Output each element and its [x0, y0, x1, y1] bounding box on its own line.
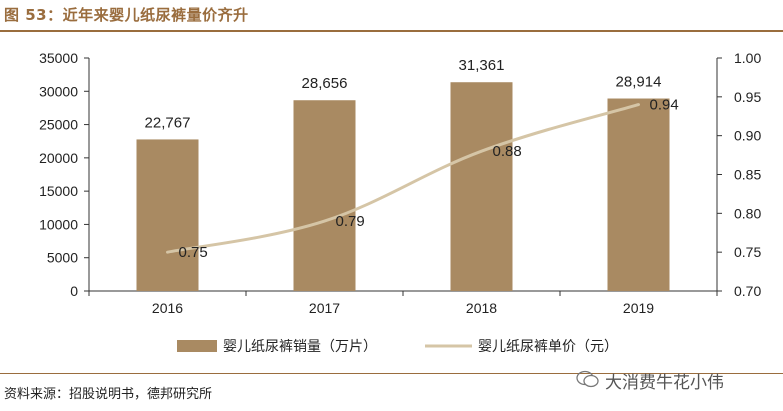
legend-line-label: 婴儿纸尿裤单价（元） — [478, 338, 618, 354]
right-tick-label: 0.70 — [734, 283, 761, 299]
bar-value-label: 31,361 — [459, 57, 505, 74]
bar-2018 — [450, 82, 513, 291]
bar-value-label: 28,914 — [616, 74, 662, 91]
bar-2016 — [136, 139, 199, 291]
price-value-label: 0.88 — [493, 143, 522, 160]
right-tick-label: 0.75 — [734, 244, 761, 260]
x-tick-label: 2018 — [466, 300, 497, 316]
price-value-label: 0.94 — [650, 97, 679, 114]
legend-bar-swatch — [177, 340, 217, 352]
right-tick-label: 0.95 — [734, 89, 761, 105]
watermark: 大消费牛花小伟 — [605, 373, 724, 393]
chart-canvas: 0 5000 10000 15000 20000 25000 30000 35000 0.70 0… — [39, 50, 761, 354]
bar-value-label: 28,656 — [302, 75, 348, 92]
price-value-label: 0.79 — [336, 213, 365, 230]
legend-bar-label: 婴儿纸尿裤销量（万片） — [223, 338, 377, 354]
bar-2017 — [293, 100, 356, 292]
x-tick-label: 2019 — [623, 300, 654, 316]
price-line — [166, 103, 640, 254]
x-tick-label: 2017 — [309, 300, 340, 316]
source-note: 资料来源：招股说明书，德邦研究所 — [4, 387, 213, 402]
bar-value-label: 22,767 — [145, 114, 191, 131]
left-tick-label: 25000 — [39, 117, 78, 133]
left-tick-label: 5000 — [47, 250, 78, 266]
left-tick-label: 30000 — [39, 83, 78, 99]
right-tick-label: 0.90 — [734, 128, 761, 144]
left-tick-label: 10000 — [39, 216, 78, 232]
left-tick-label: 0 — [70, 283, 78, 299]
bar-2019 — [607, 98, 670, 291]
title-rule — [0, 30, 783, 32]
left-tick-label: 20000 — [39, 150, 78, 166]
right-tick-label: 0.85 — [734, 167, 761, 183]
left-tick-label: 15000 — [39, 183, 78, 199]
x-tick-label: 2016 — [152, 300, 183, 316]
chart-title: 图 53：近年来婴儿纸尿裤量价齐升 — [4, 6, 249, 24]
right-tick-label: 1.00 — [734, 50, 761, 66]
wechat-icon — [576, 370, 599, 388]
right-tick-label: 0.80 — [734, 205, 761, 221]
left-tick-label: 35000 — [39, 50, 78, 66]
price-value-label: 0.75 — [179, 244, 208, 261]
footer-rule — [0, 373, 783, 374]
